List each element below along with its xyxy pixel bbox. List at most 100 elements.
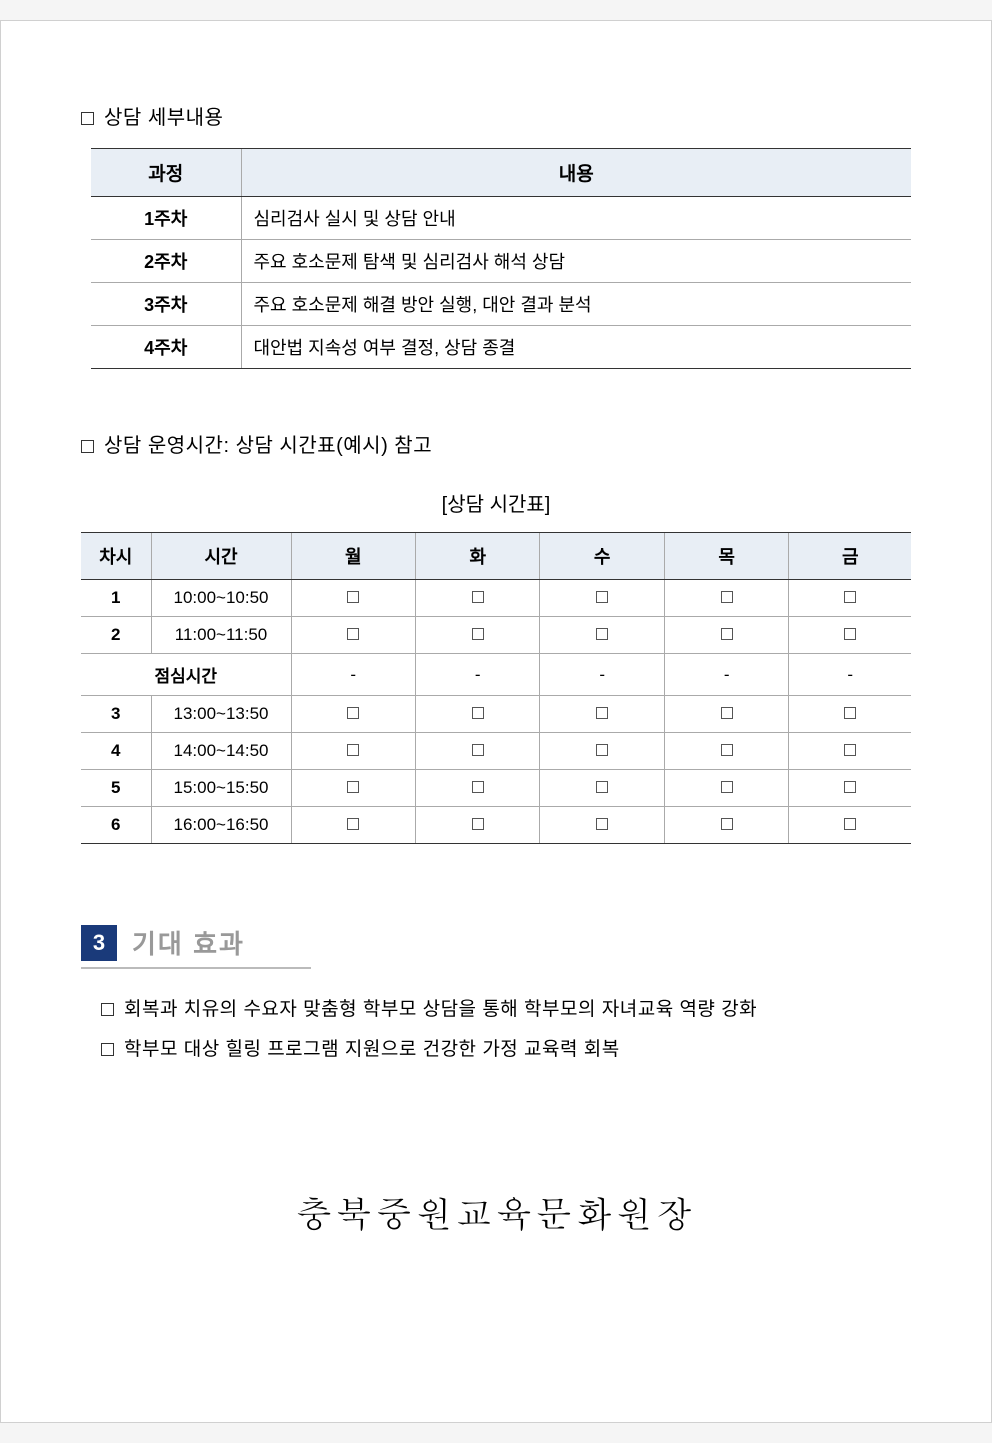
checkbox-cell xyxy=(291,733,415,770)
table-row: 313:00~13:50 xyxy=(81,696,911,733)
list-item: 회복과 치유의 수요자 맞춤형 학부모 상담을 통해 학부모의 자녀교육 역량 … xyxy=(101,994,911,1026)
checkbox-icon xyxy=(347,818,359,830)
col-header: 월 xyxy=(291,533,415,580)
period-num-cell: 6 xyxy=(81,807,151,844)
checkbox-icon xyxy=(472,744,484,756)
document-page: 상담 세부내용 과정 내용 1주차 심리검사 실시 및 상담 안내 2주차 주요… xyxy=(0,20,992,1423)
dash-cell: - xyxy=(415,654,539,696)
period-num-cell: 4 xyxy=(81,733,151,770)
table-row: 110:00~10:50 xyxy=(81,580,911,617)
checkbox-icon xyxy=(472,781,484,793)
checkbox-cell xyxy=(540,733,664,770)
checkbox-icon xyxy=(472,707,484,719)
time-cell: 13:00~13:50 xyxy=(151,696,291,733)
checkbox-cell xyxy=(415,617,539,654)
time-cell: 16:00~16:50 xyxy=(151,807,291,844)
checkbox-cell xyxy=(291,807,415,844)
checkbox-cell xyxy=(789,807,911,844)
col-header-content: 내용 xyxy=(241,149,911,197)
checkbox-icon xyxy=(844,781,856,793)
checkbox-cell xyxy=(540,770,664,807)
checkbox-icon xyxy=(472,591,484,603)
dash-cell: - xyxy=(664,654,788,696)
checkbox-cell xyxy=(664,580,788,617)
checkbox-icon xyxy=(347,781,359,793)
checkbox-cell xyxy=(789,770,911,807)
checkbox-cell xyxy=(415,770,539,807)
checkbox-cell xyxy=(415,580,539,617)
checkbox-cell xyxy=(540,696,664,733)
checkbox-icon xyxy=(721,707,733,719)
checkbox-icon xyxy=(596,591,608,603)
col-header: 수 xyxy=(540,533,664,580)
section1-heading: 상담 세부내용 xyxy=(81,101,911,130)
checkbox-cell xyxy=(291,617,415,654)
period-num-cell: 3 xyxy=(81,696,151,733)
section1-heading-text: 상담 세부내용 xyxy=(104,107,223,129)
checkbox-cell xyxy=(540,617,664,654)
checkbox-icon xyxy=(596,707,608,719)
table-row: 점심시간----- xyxy=(81,654,911,696)
bullet-text: 회복과 치유의 수요자 맞춤형 학부모 상담을 통해 학부모의 자녀교육 역량 … xyxy=(124,999,757,1020)
checkbox-cell xyxy=(291,580,415,617)
checkbox-cell xyxy=(415,807,539,844)
table-row: 515:00~15:50 xyxy=(81,770,911,807)
checkbox-cell xyxy=(664,733,788,770)
checkbox-cell xyxy=(664,696,788,733)
bullet-text: 학부모 대상 힐링 프로그램 지원으로 건강한 가정 교육력 회복 xyxy=(124,1039,620,1060)
checkbox-icon xyxy=(844,628,856,640)
checkbox-cell xyxy=(540,807,664,844)
period-num-cell: 5 xyxy=(81,770,151,807)
expected-effects-list: 회복과 치유의 수요자 맞춤형 학부모 상담을 통해 학부모의 자녀교육 역량 … xyxy=(101,994,911,1067)
checkbox-icon xyxy=(347,744,359,756)
table-row: 3주차 주요 호소문제 해결 방안 실행, 대안 결과 분석 xyxy=(91,283,911,326)
lunch-cell: 점심시간 xyxy=(81,654,291,696)
section-number-badge: 3 xyxy=(81,925,117,961)
checkbox-icon xyxy=(844,591,856,603)
week-cell: 4주차 xyxy=(91,326,241,369)
timetable-caption: [상담 시간표] xyxy=(81,488,911,517)
checkbox-icon xyxy=(472,628,484,640)
table-row: 1주차 심리검사 실시 및 상담 안내 xyxy=(91,197,911,240)
time-cell: 14:00~14:50 xyxy=(151,733,291,770)
checkbox-cell xyxy=(789,696,911,733)
checkbox-cell xyxy=(664,617,788,654)
time-cell: 10:00~10:50 xyxy=(151,580,291,617)
table-header-row: 차시 시간 월 화 수 목 금 xyxy=(81,533,911,580)
checkbox-icon xyxy=(844,744,856,756)
timetable: 차시 시간 월 화 수 목 금 110:00~10:50211:00~11:50… xyxy=(81,532,911,844)
table-header-row: 과정 내용 xyxy=(91,149,911,197)
checkbox-icon xyxy=(721,744,733,756)
checkbox-cell xyxy=(664,807,788,844)
list-item: 학부모 대상 힐링 프로그램 지원으로 건강한 가정 교육력 회복 xyxy=(101,1034,911,1066)
checkbox-cell xyxy=(415,696,539,733)
content-cell: 심리검사 실시 및 상담 안내 xyxy=(241,197,911,240)
dash-cell: - xyxy=(789,654,911,696)
checkbox-cell xyxy=(540,580,664,617)
table-row: 2주차 주요 호소문제 탐색 및 심리검사 해석 상담 xyxy=(91,240,911,283)
checkbox-icon xyxy=(472,818,484,830)
dash-cell: - xyxy=(291,654,415,696)
checkbox-cell xyxy=(789,580,911,617)
square-bullet-icon xyxy=(81,112,94,125)
square-bullet-icon xyxy=(101,1043,114,1056)
square-bullet-icon xyxy=(81,440,94,453)
section2-heading-text: 상담 운영시간: 상담 시간표(예시) 참고 xyxy=(104,435,432,457)
week-cell: 2주차 xyxy=(91,240,241,283)
checkbox-icon xyxy=(347,707,359,719)
col-header: 목 xyxy=(664,533,788,580)
table-row: 616:00~16:50 xyxy=(81,807,911,844)
checkbox-cell xyxy=(291,696,415,733)
dash-cell: - xyxy=(540,654,664,696)
checkbox-icon xyxy=(596,628,608,640)
col-header: 차시 xyxy=(81,533,151,580)
checkbox-icon xyxy=(596,744,608,756)
checkbox-icon xyxy=(596,818,608,830)
content-cell: 대안법 지속성 여부 결정, 상담 종결 xyxy=(241,326,911,369)
checkbox-cell xyxy=(291,770,415,807)
checkbox-icon xyxy=(596,781,608,793)
time-cell: 15:00~15:50 xyxy=(151,770,291,807)
section-title: 기대 효과 xyxy=(132,924,245,961)
col-header: 화 xyxy=(415,533,539,580)
checkbox-cell xyxy=(789,733,911,770)
